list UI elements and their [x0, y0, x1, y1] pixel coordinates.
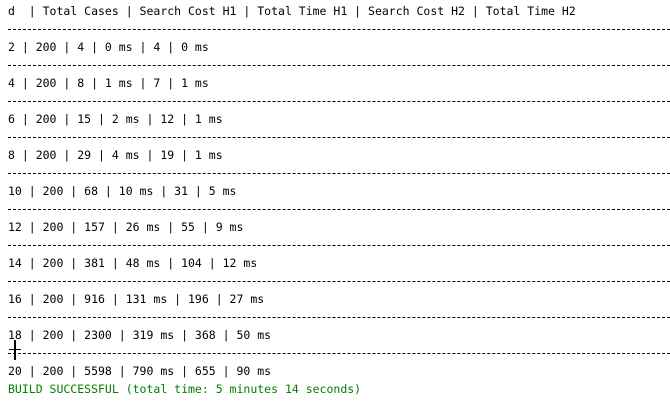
- separator: [8, 56, 670, 74]
- table-row: 18 | 200 | 2300 | 319 ms | 368 | 50 ms: [8, 328, 272, 342]
- separator: [8, 164, 670, 182]
- separator: [8, 200, 670, 218]
- separator: [8, 128, 670, 146]
- table-row: 8 | 200 | 29 | 4 ms | 19 | 1 ms: [8, 148, 223, 162]
- separator: [8, 92, 670, 110]
- separator: [8, 272, 670, 290]
- table-row: 4 | 200 | 8 | 1 ms | 7 | 1 ms: [8, 76, 209, 90]
- table-header: d | Total Cases | Search Cost H1 | Total…: [8, 4, 576, 18]
- separator: [8, 344, 670, 362]
- table-row: 16 | 200 | 916 | 131 ms | 196 | 27 ms: [8, 292, 265, 306]
- separator: [8, 308, 670, 326]
- build-status: BUILD SUCCESSFUL (total time: 5 minutes …: [8, 382, 362, 396]
- table-row: 2 | 200 | 4 | 0 ms | 4 | 0 ms: [8, 40, 209, 54]
- table-row: 10 | 200 | 68 | 10 ms | 31 | 5 ms: [8, 184, 237, 198]
- table-row: 12 | 200 | 157 | 26 ms | 55 | 9 ms: [8, 220, 244, 234]
- table-row: 6 | 200 | 15 | 2 ms | 12 | 1 ms: [8, 112, 223, 126]
- table-row: 20 | 200 | 5598 | 790 ms | 655 | 90 ms: [8, 364, 272, 378]
- separator: [8, 236, 670, 254]
- table-row: 14 | 200 | 381 | 48 ms | 104 | 12 ms: [8, 256, 258, 270]
- output-console[interactable]: d | Total Cases | Search Cost H1 | Total…: [8, 2, 670, 401]
- separator: [8, 20, 670, 38]
